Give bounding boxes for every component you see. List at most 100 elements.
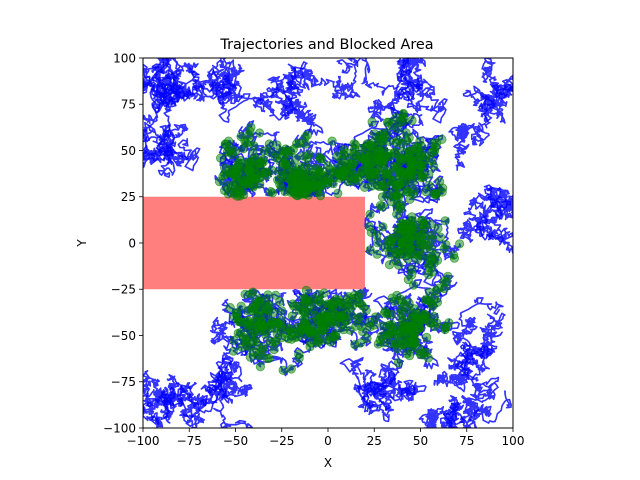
trajectory-point: [338, 149, 348, 159]
trajectory-point: [349, 144, 360, 154]
trajectory-point: [396, 218, 407, 228]
trajectory-point: [410, 313, 420, 324]
trajectory-point: [434, 283, 444, 293]
trajectory-point: [236, 301, 246, 311]
trajectory-point: [339, 325, 349, 335]
trajectory-point: [422, 332, 432, 342]
y-tick-label: 25: [121, 190, 136, 204]
x-tick-label: 100: [502, 434, 525, 448]
trajectory-point: [255, 158, 265, 168]
trajectory-point: [454, 239, 465, 249]
trajectory: [397, 58, 448, 124]
trajectory-point: [415, 238, 425, 249]
y-tick-label: 0: [128, 236, 136, 250]
y-axis: −100 −75 −50 −25 0 25 50 75 100: [103, 51, 143, 435]
trajectory-point: [248, 347, 258, 357]
trajectory-point: [378, 321, 388, 331]
trajectory-point: [430, 293, 440, 303]
trajectory-point: [246, 289, 256, 299]
trajectory-point: [333, 295, 343, 305]
trajectory-point: [292, 185, 303, 195]
trajectory-point: [429, 189, 439, 199]
trajectory-point: [313, 337, 324, 348]
trajectory-point: [389, 161, 399, 171]
trajectory-point: [327, 136, 337, 146]
trajectory: [362, 360, 427, 401]
trajectory-point: [419, 348, 429, 358]
trajectory-point: [237, 342, 247, 352]
trajectory-point: [265, 336, 275, 347]
trajectory-point: [393, 358, 403, 368]
trajectory-point: [322, 319, 333, 329]
trajectory-point: [375, 156, 385, 166]
trajectory-point: [315, 154, 326, 164]
trajectory: [285, 59, 361, 100]
trajectory-point: [408, 280, 419, 290]
trajectory-point: [415, 323, 425, 333]
trajectory-point: [356, 166, 367, 177]
y-tick-label: −100: [103, 421, 136, 435]
trajectory-point: [267, 165, 277, 175]
y-tick-label: −25: [111, 283, 136, 297]
trajectory: [175, 376, 234, 428]
trajectory-point: [258, 342, 268, 352]
x-tick-label: 75: [459, 434, 474, 448]
x-axis-label: X: [324, 456, 332, 470]
trajectory-point: [289, 170, 299, 181]
trajectory-point: [421, 295, 431, 305]
trajectory-point: [398, 167, 408, 177]
trajectory-point: [275, 296, 285, 307]
x-tick-label: −50: [223, 434, 248, 448]
trajectory-point: [255, 325, 265, 335]
trajectory-point: [255, 362, 265, 372]
y-tick-label: −50: [111, 329, 136, 343]
trajectory-point: [244, 130, 254, 140]
trajectory: [252, 61, 308, 121]
trajectory-point: [241, 334, 251, 344]
trajectory: [143, 129, 190, 178]
trajectory-point: [416, 215, 427, 225]
y-axis-label: Y: [75, 239, 89, 248]
trajectory-point: [281, 156, 291, 166]
trajectory-point: [220, 139, 230, 149]
trajectory-point: [375, 201, 385, 211]
trajectory-point: [355, 289, 365, 299]
trajectory-point: [386, 309, 397, 320]
plot-area: [143, 58, 513, 428]
trajectory-point: [229, 335, 239, 345]
trajectory-point: [448, 250, 459, 260]
trajectory-point: [441, 240, 451, 250]
trajectory-point: [301, 297, 312, 307]
trajectory-point: [392, 290, 402, 300]
trajectory-point: [309, 304, 319, 315]
trajectory: [479, 58, 513, 114]
trajectory-point: [365, 245, 375, 255]
trajectory-point: [406, 219, 416, 229]
trajectory-point: [333, 188, 343, 198]
trajectory-point: [269, 344, 279, 355]
trajectory-point: [410, 338, 420, 348]
trajectory-point: [372, 249, 382, 259]
trajectory-point: [314, 297, 325, 307]
trajectory-point: [272, 140, 282, 150]
trajectory-point: [381, 166, 392, 176]
trajectory: [347, 58, 429, 102]
trajectory-point: [415, 148, 425, 158]
trajectory-point: [306, 171, 317, 181]
trajectory-point: [435, 232, 446, 242]
trajectory-point: [341, 164, 351, 174]
trajectory-point: [355, 338, 366, 348]
trajectory-point: [432, 138, 442, 148]
y-tick-label: −75: [111, 375, 136, 389]
trajectory-point: [256, 317, 266, 327]
trajectory: [270, 80, 324, 136]
trajectory-point: [331, 163, 341, 173]
trajectory-point: [228, 346, 239, 356]
trajectory-point: [398, 117, 408, 127]
trajectory-point: [299, 319, 309, 329]
trajectory-point: [227, 149, 237, 160]
trajectory-point: [304, 149, 314, 159]
x-tick-label: 50: [413, 434, 428, 448]
trajectory-point: [323, 178, 333, 188]
trajectory-point: [264, 353, 274, 363]
